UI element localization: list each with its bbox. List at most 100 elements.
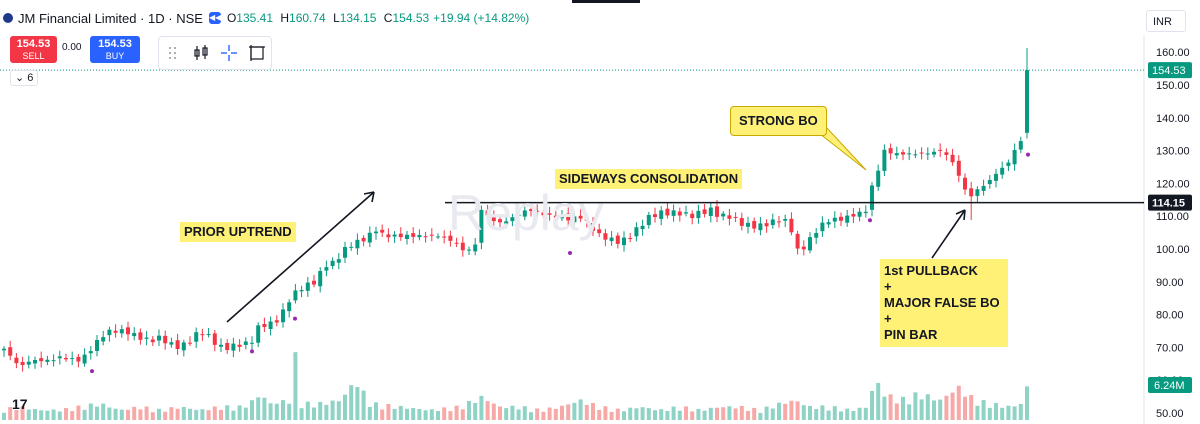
- candle-body: [336, 259, 341, 263]
- volume-bar: [113, 408, 118, 420]
- volume-bar: [45, 410, 50, 420]
- candle-body: [163, 335, 168, 344]
- candle-body: [981, 185, 986, 191]
- replay-icon[interactable]: ◀◀: [208, 12, 222, 24]
- candle-body: [783, 218, 788, 221]
- y-tick-label: 160.00: [1156, 47, 1190, 59]
- volume-bar: [442, 407, 447, 420]
- volume-bar: [746, 410, 750, 420]
- sell-button[interactable]: 154.53 SELL: [10, 36, 57, 63]
- candle-body: [913, 154, 918, 156]
- symbol-title[interactable]: JM Financial Limited · 1D · NSE: [18, 10, 203, 26]
- y-tick-label: 100.00: [1156, 244, 1190, 256]
- volume-bar: [752, 407, 757, 420]
- currency-selector[interactable]: INR: [1146, 10, 1186, 32]
- rectangle-tool-icon[interactable]: [247, 43, 267, 63]
- buy-label: BUY: [105, 51, 125, 61]
- candle-body: [994, 173, 998, 181]
- volume-bar: [845, 408, 850, 420]
- volume-bar: [380, 409, 385, 420]
- volume-bar: [770, 408, 775, 420]
- candle-body: [206, 334, 211, 336]
- volume-bar: [882, 396, 887, 420]
- volume-bar: [175, 408, 180, 420]
- symbol-header: JM Financial Limited · 1D · NSE ◀◀ O135.…: [0, 0, 1144, 36]
- candle-body: [752, 220, 757, 229]
- candle-body: [510, 217, 515, 222]
- candle-body: [572, 216, 577, 223]
- candle-body: [119, 329, 124, 334]
- candle-body: [739, 218, 744, 226]
- candle-body: [169, 342, 174, 345]
- volume-bar: [938, 399, 943, 420]
- candle-body: [33, 359, 37, 364]
- candle-body: [622, 237, 626, 246]
- drag-handle-icon[interactable]: [163, 43, 183, 63]
- volume-bar: [832, 406, 837, 420]
- candle-body: [708, 207, 713, 216]
- candle-body: [231, 343, 236, 351]
- volume-bar: [51, 409, 56, 420]
- volume-bar: [206, 410, 211, 420]
- volume-bar: [975, 405, 980, 420]
- candle-body: [795, 233, 800, 249]
- candle-body: [293, 290, 298, 301]
- candle-body: [188, 342, 192, 344]
- replay-watermark: Replay: [448, 185, 604, 241]
- uptrend-arrow-line: [226, 191, 375, 323]
- candle-body: [429, 234, 434, 236]
- buy-button[interactable]: 154.53 BUY: [90, 36, 140, 63]
- y-tick-label: 50.00: [1156, 408, 1184, 420]
- volume-bar: [318, 401, 323, 420]
- volume-bar: [473, 403, 478, 420]
- volume-bar: [584, 404, 589, 420]
- candle-body: [814, 232, 819, 238]
- candle-body: [57, 356, 62, 359]
- volume-bar: [262, 397, 267, 420]
- candle-body: [1012, 150, 1017, 165]
- indicator-collapse-toggle[interactable]: ⌄ 6: [10, 70, 39, 86]
- company-logo-icon: [3, 13, 13, 23]
- sell-label: SELL: [22, 51, 45, 61]
- y-tick-label: 110.00: [1156, 211, 1189, 223]
- volume-bar: [250, 400, 254, 420]
- volume-bar: [225, 405, 230, 420]
- volume-bar: [256, 397, 261, 420]
- crosshair-icon[interactable]: [219, 43, 239, 63]
- volume-bar: [169, 407, 174, 420]
- volume-bar: [944, 395, 949, 420]
- volume-bar: [287, 403, 292, 420]
- candles-icon[interactable]: [191, 43, 211, 63]
- volume-bar: [516, 409, 521, 420]
- volume-bar: [541, 411, 546, 420]
- candle-body: [312, 280, 316, 285]
- y-tick-label: 150.00: [1156, 80, 1190, 92]
- volume-bar: [119, 409, 124, 420]
- candle-body: [411, 233, 416, 237]
- volume-bar: [820, 405, 825, 420]
- volume-bar: [411, 408, 416, 420]
- volume-bar: [956, 385, 961, 420]
- volume-bar: [547, 407, 552, 420]
- volume-bar: [374, 402, 378, 420]
- candle-body: [113, 330, 118, 333]
- volume-bar: [343, 394, 347, 420]
- candle-body: [932, 151, 936, 155]
- candle-body: [950, 154, 955, 163]
- volume-bar: [826, 410, 831, 420]
- volume-bar: [14, 410, 19, 420]
- candle-body: [380, 229, 385, 233]
- candle-body: [826, 222, 831, 225]
- volume-bar: [801, 405, 806, 420]
- candle-body: [684, 212, 688, 214]
- candle-body: [281, 309, 285, 323]
- candle-body: [677, 211, 682, 216]
- candle-body: [2, 348, 6, 351]
- volume-bar: [553, 408, 558, 420]
- candle-body: [653, 214, 657, 218]
- volume-bar: [994, 402, 998, 420]
- candle-body: [969, 188, 974, 197]
- candle-body: [491, 216, 496, 222]
- volume-bar: [39, 410, 44, 420]
